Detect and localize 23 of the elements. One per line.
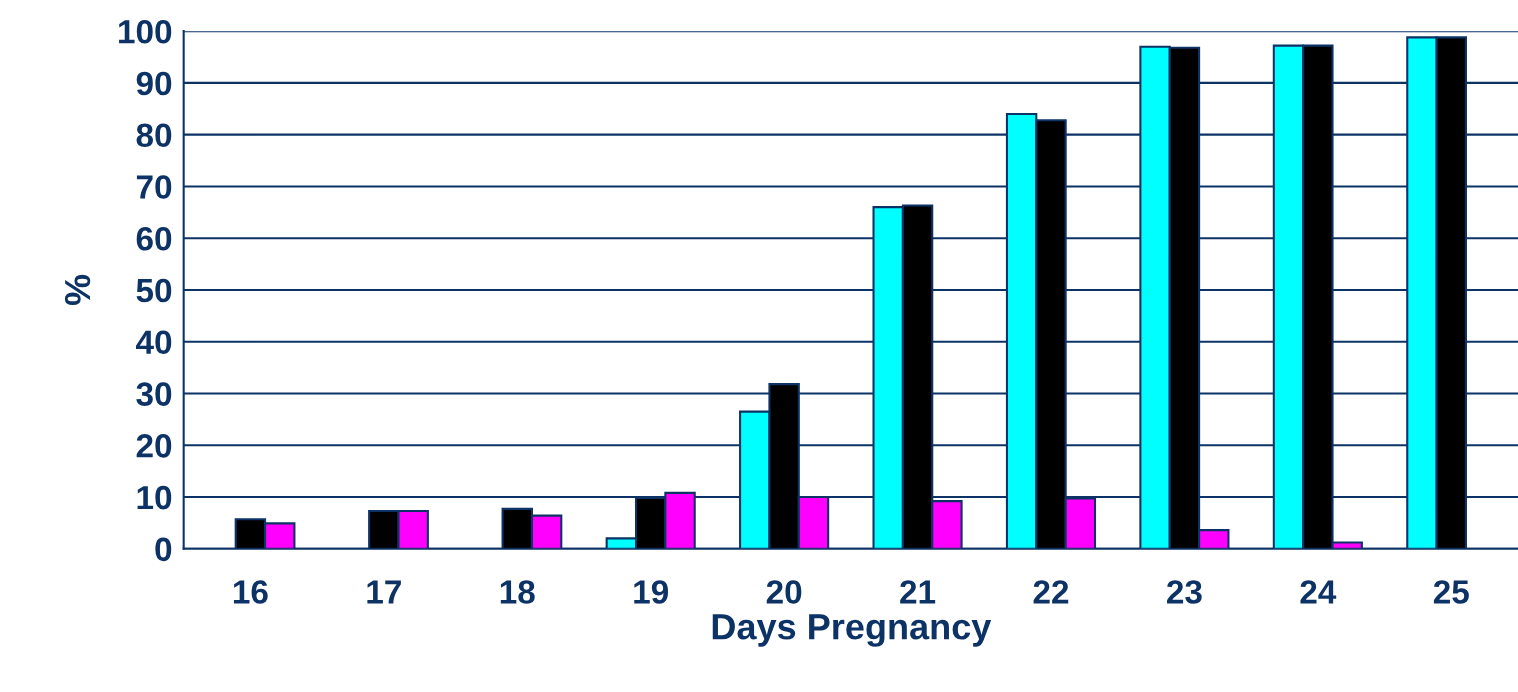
y-tick-label: 90 [136,71,172,96]
y-tick-label: 100 [119,19,172,44]
y-tick-label: 20 [136,434,172,458]
y-tick-label: 40 [136,330,172,355]
x-tick-label: 22 [1033,580,1069,604]
x-tick-label: 20 [766,580,802,604]
x-tick-label: 21 [900,580,936,604]
y-tick-label: 50 [136,278,172,303]
x-tick-label: 18 [500,580,535,604]
x-tick-label: 19 [634,580,668,604]
y-axis-title: % [64,274,91,306]
x-axis-title: Days Pregnancy [712,614,992,647]
y-tick-label: 30 [136,382,172,406]
y-tick-label: 10 [137,485,172,510]
x-tick-label: 24 [1300,580,1337,604]
y-tick-label: 70 [136,175,172,199]
y-tick-label: 80 [136,123,172,148]
x-tick-label: 16 [233,580,268,604]
x-tick-label: 17 [367,580,401,604]
x-tick-label: 23 [1167,580,1202,604]
y-tick-label: 0 [155,537,172,562]
x-tick-label: 25 [1433,580,1469,604]
y-tick-label: 60 [136,226,172,251]
